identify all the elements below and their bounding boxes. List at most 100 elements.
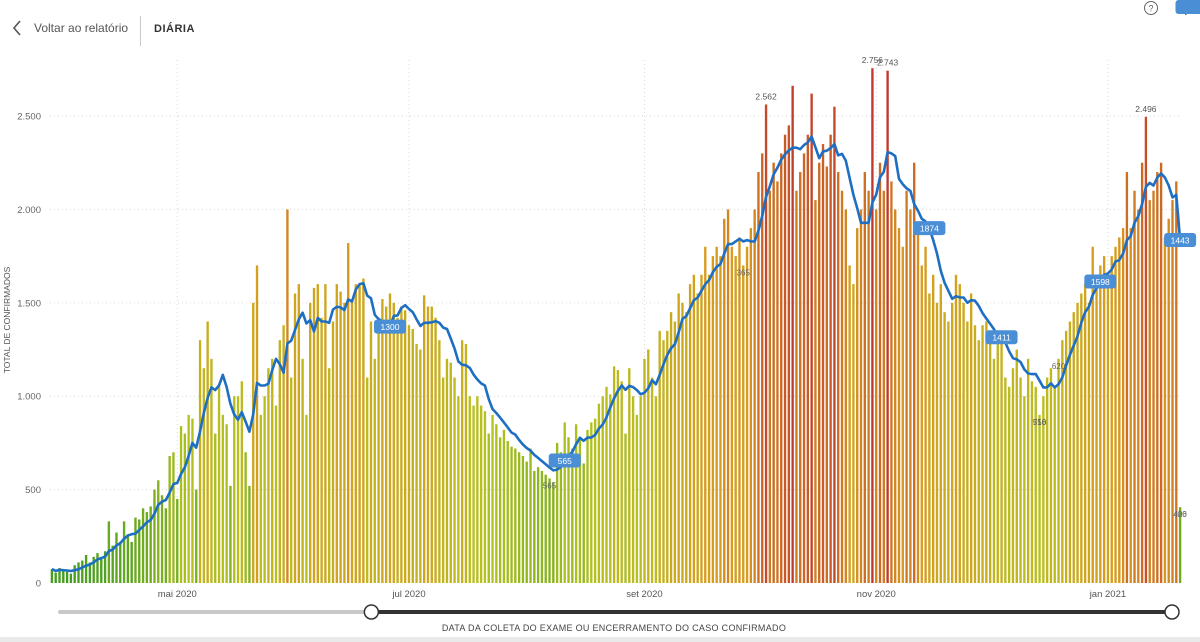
callout-box <box>548 453 581 468</box>
bar <box>445 358 449 583</box>
bar <box>996 343 999 583</box>
bar <box>795 190 798 583</box>
bar <box>586 429 589 583</box>
callout-box <box>985 330 1018 345</box>
bar <box>69 573 73 583</box>
bar <box>639 396 642 583</box>
bar <box>312 287 316 583</box>
bar <box>840 190 844 583</box>
bar <box>316 284 319 583</box>
bar <box>620 381 623 583</box>
bar <box>202 368 206 583</box>
y-axis-title: TOTAL DE CONFIRMADOS <box>2 266 12 373</box>
bar <box>62 570 65 583</box>
bar-top-label: 2.496 <box>1135 104 1157 114</box>
bar <box>225 424 228 583</box>
slider-end-handle[interactable] <box>1164 604 1180 620</box>
date-range-slider[interactable] <box>58 604 1180 620</box>
line-value-callout: 1443 <box>1164 232 1197 247</box>
bar <box>263 396 266 583</box>
bar <box>324 284 327 583</box>
bar <box>992 358 996 583</box>
bar <box>567 437 570 583</box>
bar <box>449 362 452 583</box>
bar <box>1118 237 1121 584</box>
bar <box>920 265 923 583</box>
callout-box <box>913 221 946 236</box>
bar <box>111 545 114 583</box>
bar <box>160 495 164 583</box>
bar <box>802 153 806 583</box>
bar <box>54 572 57 583</box>
bar <box>1053 386 1056 583</box>
bar <box>552 482 555 583</box>
bar <box>574 424 578 583</box>
bar <box>214 433 217 583</box>
bottom-scrollbar[interactable] <box>0 637 1200 642</box>
slider-start-handle[interactable] <box>363 604 380 620</box>
bar <box>628 368 631 583</box>
back-to-report-button[interactable]: Voltar ao relatório <box>12 20 128 36</box>
bar <box>1087 302 1091 583</box>
bar <box>430 306 433 583</box>
bar <box>947 321 950 583</box>
bar <box>1068 321 1072 583</box>
line-value-callout: 853 <box>1175 0 1200 14</box>
bar <box>134 517 137 583</box>
bar <box>73 565 76 583</box>
bar <box>339 291 342 583</box>
bar <box>331 321 335 583</box>
bar <box>540 470 544 583</box>
bar <box>616 370 620 583</box>
bar <box>981 325 984 583</box>
bar <box>776 181 779 584</box>
bar <box>704 246 707 584</box>
bar <box>1148 200 1151 583</box>
header-divider <box>140 16 141 46</box>
bar <box>745 246 749 584</box>
bar <box>1114 246 1117 584</box>
y-tick-label: 1.000 <box>17 392 41 403</box>
bar <box>578 437 582 583</box>
bar <box>932 274 935 583</box>
bar <box>593 418 597 583</box>
bar <box>806 134 810 583</box>
y-tick-label: 0 <box>36 579 41 590</box>
bar <box>255 265 259 583</box>
bar <box>859 209 863 583</box>
bar <box>563 422 566 583</box>
bar <box>259 414 263 583</box>
bar <box>267 368 270 583</box>
bar <box>1156 172 1159 584</box>
bar <box>916 228 920 583</box>
bar <box>358 284 361 583</box>
bar <box>761 153 764 583</box>
bar <box>723 218 726 583</box>
bar <box>183 433 187 583</box>
bar <box>666 330 669 583</box>
bar <box>419 349 422 583</box>
bar <box>453 377 456 583</box>
bar <box>411 328 414 583</box>
bar <box>799 172 802 584</box>
bar <box>897 228 901 583</box>
callout-text: 1443 <box>1171 235 1190 245</box>
bar-value-label: 550 <box>1033 418 1047 427</box>
bar <box>875 209 878 583</box>
bar <box>612 366 616 583</box>
bar <box>286 209 289 583</box>
bar <box>320 317 323 583</box>
bar <box>882 190 885 583</box>
bar <box>172 452 175 583</box>
bar <box>966 321 969 583</box>
bar <box>153 489 156 583</box>
bar <box>928 293 931 583</box>
help-icon[interactable]: ? <box>1143 0 1159 16</box>
bar <box>1152 190 1155 583</box>
bar <box>1144 116 1148 583</box>
bar <box>1083 284 1087 583</box>
bar <box>195 489 198 583</box>
bar <box>126 534 130 583</box>
bar <box>403 310 407 583</box>
bar <box>198 340 202 583</box>
